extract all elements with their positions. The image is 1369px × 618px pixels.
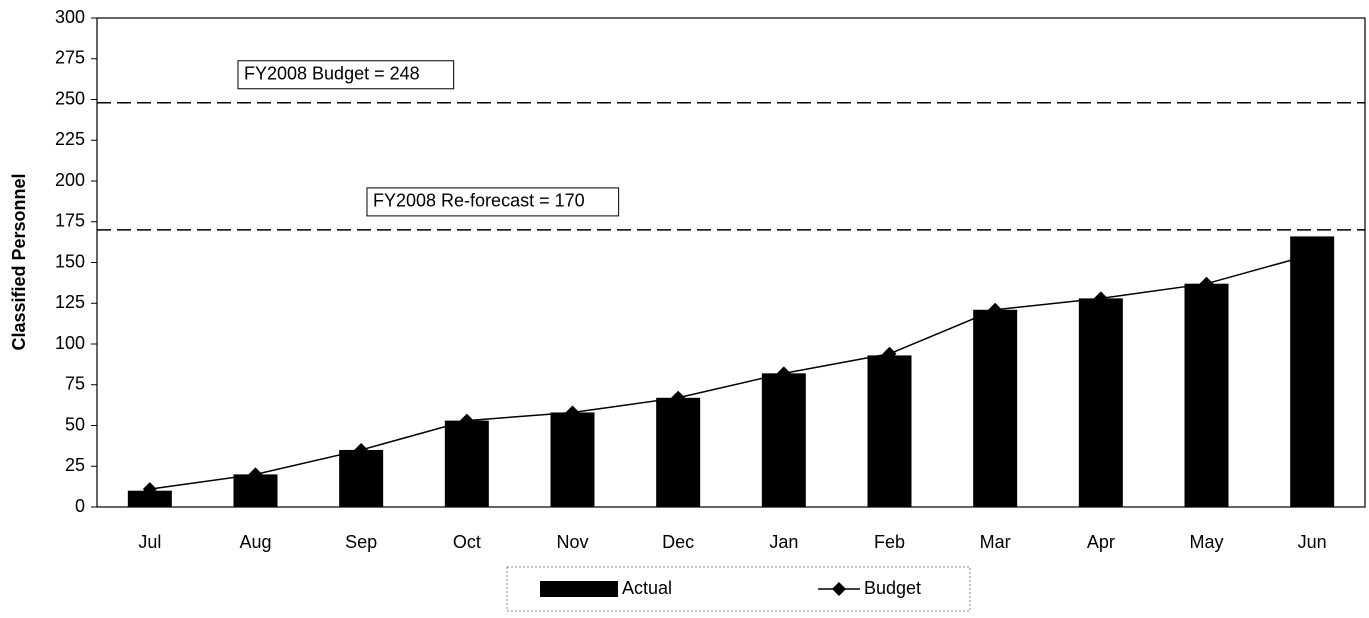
y-tick-label: 150 (55, 251, 85, 271)
marker (142, 482, 157, 497)
legend-label: Budget (864, 578, 921, 598)
x-tick-label: Jul (138, 532, 161, 552)
x-tick-label: Aug (239, 532, 271, 552)
legend-swatch (540, 581, 618, 597)
bar (127, 490, 172, 507)
bar (867, 355, 912, 507)
x-tick-label: Mar (980, 532, 1011, 552)
marker (565, 405, 580, 420)
bar (550, 412, 595, 507)
y-tick-label: 200 (55, 170, 85, 190)
y-tick-label: 50 (65, 414, 85, 434)
legend-marker (832, 582, 846, 596)
bar (656, 397, 701, 507)
bar (1078, 298, 1123, 507)
y-tick-label: 225 (55, 129, 85, 149)
legend-box (506, 566, 971, 612)
bar (1290, 236, 1335, 508)
y-tick-label: 175 (55, 211, 85, 231)
reference-label: FY2008 Re-forecast = 170 (373, 191, 585, 211)
line (149, 253, 1313, 490)
marker (354, 442, 369, 457)
marker (1305, 247, 1320, 262)
x-tick-label: Oct (453, 532, 481, 552)
y-tick-label: 275 (55, 48, 85, 68)
y-tick-label: 0 (75, 496, 85, 516)
marker (882, 346, 897, 361)
y-tick-label: 75 (65, 374, 85, 394)
reference-box (237, 60, 455, 90)
marker (776, 366, 791, 381)
marker (1093, 291, 1108, 306)
plot-area (96, 17, 1366, 508)
x-tick-label: Apr (1087, 532, 1115, 552)
x-tick-label: Jun (1298, 532, 1327, 552)
y-axis-label: Classified Personnel (9, 173, 29, 350)
marker (1199, 276, 1214, 291)
bar (1184, 283, 1229, 507)
y-tick-label: 25 (65, 455, 85, 475)
reference-label: FY2008 Budget = 248 (244, 64, 420, 84)
marker (988, 302, 1003, 317)
marker (459, 413, 474, 428)
reference-box (366, 187, 620, 217)
x-tick-label: Sep (345, 532, 377, 552)
y-tick-label: 300 (55, 7, 85, 27)
y-tick-label: 100 (55, 333, 85, 353)
bar (761, 373, 806, 507)
x-tick-label: Jan (769, 532, 798, 552)
y-tick-label: 125 (55, 292, 85, 312)
bar (973, 309, 1018, 507)
y-tick-label: 250 (55, 88, 85, 108)
bar (444, 420, 489, 507)
x-tick-label: Nov (556, 532, 588, 552)
legend-label: Actual (622, 578, 672, 598)
x-tick-label: Dec (662, 532, 694, 552)
marker (248, 467, 263, 482)
marker (671, 390, 686, 405)
bar (339, 449, 384, 507)
x-tick-label: May (1189, 532, 1223, 552)
x-tick-label: Feb (874, 532, 905, 552)
